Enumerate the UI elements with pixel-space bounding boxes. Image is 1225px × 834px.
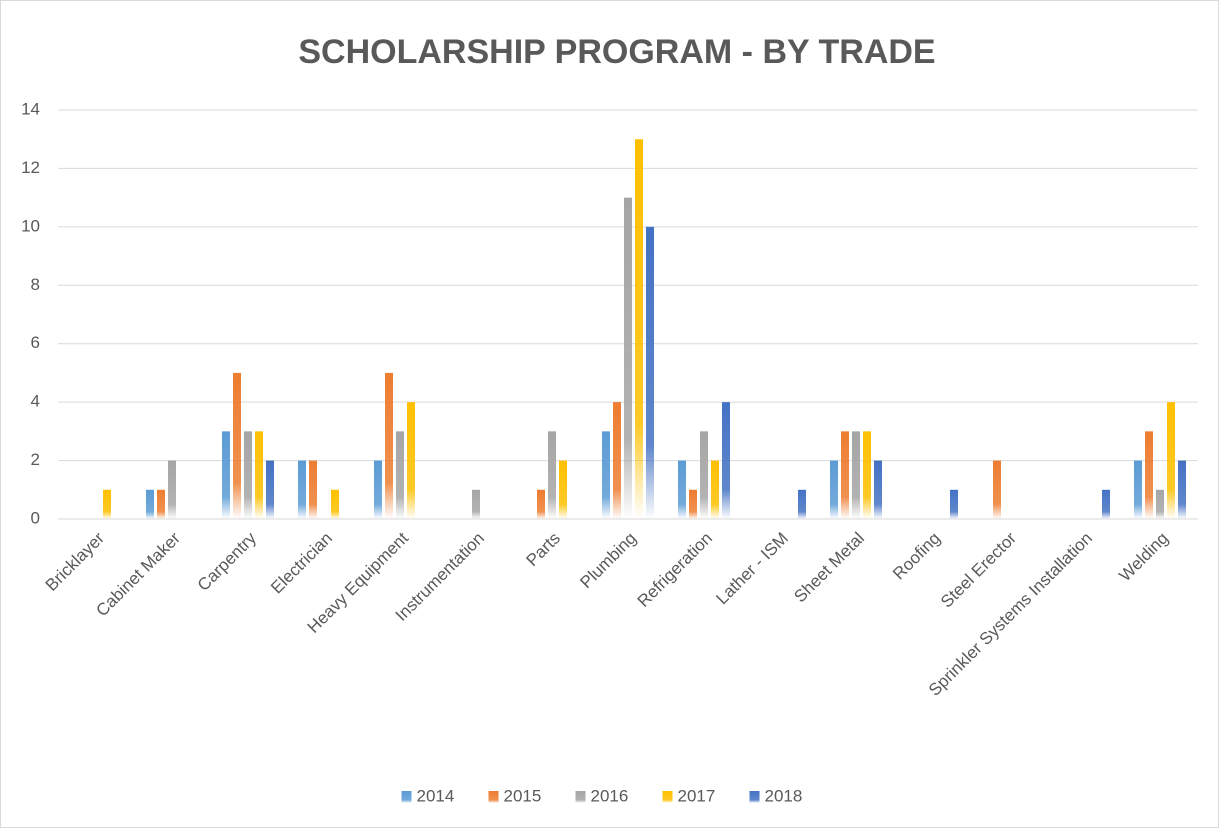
legend-label: 2016	[591, 786, 629, 805]
bar	[233, 372, 241, 519]
bar	[298, 460, 306, 519]
bar	[309, 460, 317, 519]
bar	[1145, 431, 1153, 519]
legend-swatch	[488, 791, 499, 803]
bar	[1134, 460, 1142, 519]
legend-label: 2015	[504, 786, 542, 805]
legend-swatch	[662, 791, 673, 803]
bar	[1167, 402, 1175, 519]
legend-swatch	[749, 791, 760, 803]
legend-swatch	[575, 791, 586, 803]
bar	[548, 431, 556, 519]
bar	[993, 460, 1001, 519]
bar	[266, 460, 274, 519]
bar	[255, 431, 263, 519]
bar	[700, 431, 708, 519]
legend-label: 2018	[765, 786, 803, 805]
bar	[689, 489, 697, 519]
chart-title: SCHOLARSHIP PROGRAM - BY TRADE	[298, 33, 935, 71]
bar	[374, 460, 382, 519]
bar	[711, 460, 719, 519]
bar	[407, 402, 415, 519]
bar	[863, 431, 871, 519]
bar	[635, 139, 643, 519]
bar	[852, 431, 860, 519]
bar	[146, 489, 154, 519]
bar	[331, 489, 339, 519]
bar	[874, 460, 882, 519]
legend-label: 2017	[678, 786, 716, 805]
y-tick-label: 6	[31, 333, 40, 352]
bar	[168, 460, 176, 519]
bar	[537, 489, 545, 519]
bar	[157, 489, 165, 519]
bar	[798, 489, 806, 519]
y-tick-label: 14	[21, 99, 40, 118]
bar	[244, 431, 252, 519]
y-tick-label: 8	[31, 275, 40, 294]
bar	[830, 460, 838, 519]
y-tick-label: 10	[21, 216, 40, 235]
y-tick-label: 0	[31, 508, 40, 527]
y-tick-label: 4	[31, 392, 40, 411]
bar	[646, 226, 654, 519]
bar	[602, 431, 610, 519]
bar	[624, 197, 632, 519]
bar	[722, 402, 730, 519]
bar	[396, 431, 404, 519]
y-tick-label: 12	[21, 158, 40, 177]
bar	[678, 460, 686, 519]
bar	[1156, 489, 1164, 519]
bar	[222, 431, 230, 519]
bar	[1178, 460, 1186, 519]
bar	[472, 489, 480, 519]
bar	[950, 489, 958, 519]
y-tick-label: 2	[31, 450, 40, 469]
bar	[613, 402, 621, 519]
bar	[103, 489, 111, 519]
legend-label: 2014	[417, 786, 455, 805]
bar	[385, 372, 393, 519]
legend-swatch	[401, 791, 412, 803]
bar	[559, 460, 567, 519]
bar	[1102, 489, 1110, 519]
bar	[841, 431, 849, 519]
